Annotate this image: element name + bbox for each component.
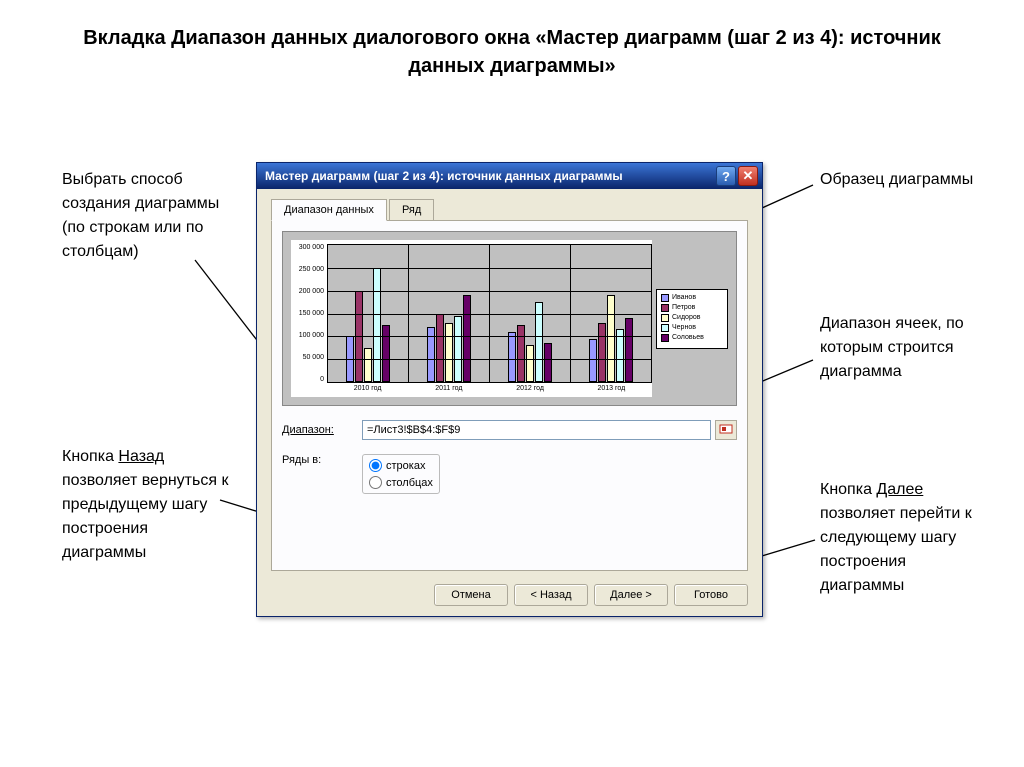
chart-wizard-dialog: Мастер диаграмм (шаг 2 из 4): источник д… — [256, 162, 763, 617]
finish-button[interactable]: Готово — [674, 584, 748, 606]
tab-series[interactable]: Ряд — [389, 199, 434, 220]
titlebar: Мастер диаграмм (шаг 2 из 4): источник д… — [257, 163, 762, 189]
range-label: Диапазон: — [282, 424, 362, 436]
titlebar-text: Мастер диаграмм (шаг 2 из 4): источник д… — [265, 169, 716, 183]
radio-cols[interactable]: столбцах — [369, 476, 433, 489]
chart-legend: ИвановПетровСидоровЧерновСоловьев — [656, 289, 728, 349]
radio-cols-label: столбцах — [386, 477, 433, 489]
range-input[interactable] — [362, 420, 711, 440]
next-button[interactable]: Далее > — [594, 584, 668, 606]
x-axis: 2010 год2011 год2012 год2013 год — [327, 385, 652, 397]
plot-area — [327, 244, 652, 383]
annotation-bottom-left: Кнопка Назад позволяет вернуться к преды… — [62, 445, 232, 565]
tab-data-range[interactable]: Диапазон данных — [271, 199, 387, 221]
cancel-button[interactable]: Отмена — [434, 584, 508, 606]
y-axis: 300 000250 000200 000150 000100 00050 00… — [291, 240, 327, 397]
annotation-mid-right: Диапазон ячеек, по которым строится диаг… — [820, 312, 980, 384]
rows-in-label: Ряды в: — [282, 454, 362, 466]
radio-rows[interactable]: строках — [369, 459, 433, 472]
tab-content: 300 000250 000200 000150 000100 00050 00… — [271, 221, 748, 571]
annotation-top-left: Выбрать способ создания диаграммы (по ст… — [62, 168, 232, 264]
back-button[interactable]: < Назад — [514, 584, 588, 606]
tabs: Диапазон данных Ряд — [271, 199, 748, 221]
chart-preview: 300 000250 000200 000150 000100 00050 00… — [282, 231, 737, 406]
annotation-bottom-right: Кнопка Далее позволяет перейти к следующ… — [820, 478, 990, 598]
radio-rows-input[interactable] — [369, 459, 382, 472]
page-title: Вкладка Диапазон данных диалогового окна… — [0, 0, 1024, 92]
range-selector-icon[interactable] — [715, 420, 737, 440]
radio-rows-label: строках — [386, 460, 425, 472]
radio-cols-input[interactable] — [369, 476, 382, 489]
close-icon[interactable]: ✕ — [738, 166, 758, 186]
annotation-top-right: Образец диаграммы — [820, 168, 980, 192]
help-icon[interactable]: ? — [716, 166, 736, 186]
